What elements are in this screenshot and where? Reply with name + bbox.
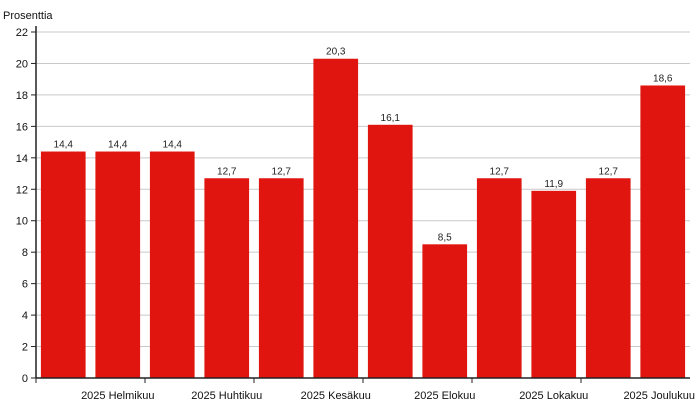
bar bbox=[367, 124, 413, 378]
bar bbox=[531, 190, 577, 378]
x-category-label: 2025 Kesäkuu bbox=[301, 390, 371, 402]
x-category-label: 2025 Joulukuu bbox=[623, 390, 695, 402]
y-tick-label: 2 bbox=[22, 342, 28, 354]
x-category-label: 2025 Helmikuu bbox=[81, 390, 154, 402]
bar bbox=[476, 178, 522, 378]
bar bbox=[149, 151, 195, 378]
labels: 0 2 4 6 8 10 12 14 16 18 20 22 14,4 14,4 14,4 12,7 12,7 2… bbox=[16, 27, 695, 402]
data-label: 12,7 bbox=[599, 166, 619, 177]
data-label: 8,5 bbox=[438, 232, 452, 243]
data-label: 12,7 bbox=[490, 166, 510, 177]
gridlines bbox=[36, 31, 690, 348]
y-tick-label: 20 bbox=[16, 58, 28, 70]
data-label: 14,4 bbox=[163, 140, 183, 151]
data-label: 18,6 bbox=[653, 73, 673, 84]
y-tick-label: 16 bbox=[16, 121, 28, 133]
bar bbox=[258, 178, 304, 378]
x-category-label: 2025 Huhtikuu bbox=[191, 390, 262, 402]
data-label: 14,4 bbox=[108, 140, 128, 151]
bar bbox=[95, 151, 141, 378]
data-label: 12,7 bbox=[217, 166, 237, 177]
axes bbox=[31, 26, 690, 383]
y-tick-label: 0 bbox=[22, 373, 28, 385]
y-tick-label: 6 bbox=[22, 279, 28, 291]
bar bbox=[204, 178, 250, 378]
y-tick-label: 10 bbox=[16, 216, 28, 228]
data-label: 11,9 bbox=[544, 179, 563, 190]
bar bbox=[640, 85, 686, 379]
y-tick-label: 12 bbox=[16, 184, 28, 196]
y-axis-title: Prosenttia bbox=[3, 10, 53, 22]
y-tick-label: 14 bbox=[16, 153, 28, 165]
data-label: 14,4 bbox=[54, 140, 74, 151]
bars bbox=[40, 58, 686, 379]
bar bbox=[422, 244, 468, 378]
y-tick-label: 8 bbox=[22, 247, 28, 259]
bar bbox=[313, 58, 359, 379]
data-label: 16,1 bbox=[381, 113, 401, 124]
y-tick-label: 18 bbox=[16, 90, 28, 102]
data-label: 12,7 bbox=[272, 166, 292, 177]
x-category-label: 2025 Lokakuu bbox=[519, 390, 588, 402]
data-label: 20,3 bbox=[326, 47, 346, 58]
y-tick-label: 4 bbox=[22, 310, 28, 322]
x-category-label: 2025 Elokuu bbox=[414, 390, 475, 402]
bar bbox=[40, 151, 86, 378]
y-tick-label: 22 bbox=[16, 27, 28, 39]
bar bbox=[585, 178, 631, 378]
